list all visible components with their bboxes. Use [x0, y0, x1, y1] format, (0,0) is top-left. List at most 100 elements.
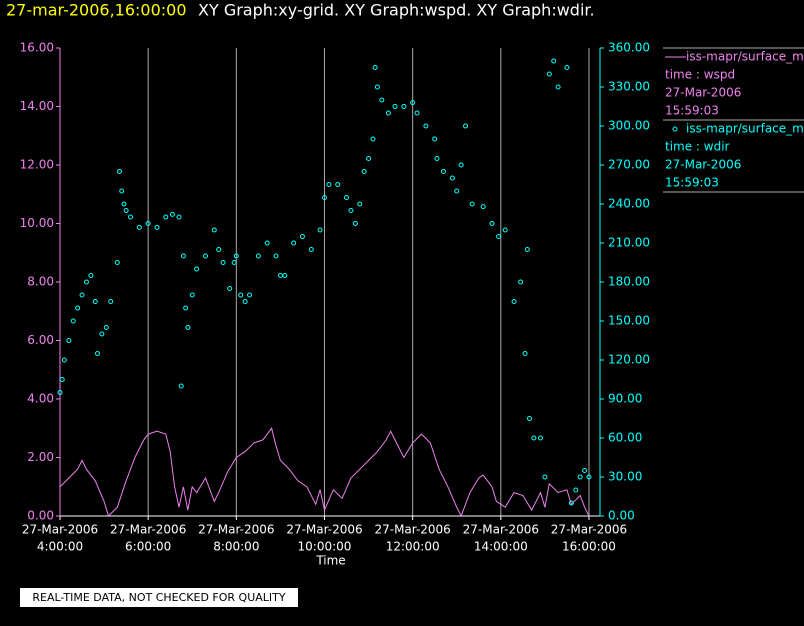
x-tick-label: 12:00:00 — [386, 540, 440, 554]
legend-date: 27-Mar-2006 — [665, 158, 741, 172]
scatter-point — [273, 253, 279, 259]
x-tick-date: 27-Mar-2006 — [22, 523, 98, 537]
scatter-point — [189, 292, 195, 298]
scatter-point — [238, 292, 244, 298]
scatter-point — [216, 247, 222, 252]
scatter-point — [385, 110, 391, 116]
y-tick-label: 16.00 — [20, 41, 54, 55]
scatter-point — [121, 201, 127, 207]
scatter-point — [531, 435, 537, 441]
y2-tick-label: 0.00 — [608, 509, 635, 523]
y2-tick-label: 360.00 — [608, 41, 650, 55]
scatter-point — [57, 390, 63, 395]
scatter-point — [568, 500, 574, 506]
scatter-point — [88, 273, 94, 278]
scatter-point — [264, 240, 270, 246]
y-tick-label: 2.00 — [27, 450, 54, 464]
y-tick-label: 10.00 — [20, 216, 54, 230]
legend-name: iss-mapr/surface_m — [686, 50, 804, 64]
scatter-point — [372, 65, 378, 70]
scatter-point — [176, 214, 182, 220]
chart-title: XY Graph:xy-grid. XY Graph:wspd. XY Grap… — [198, 1, 595, 20]
scatter-point — [577, 474, 583, 480]
scatter-point — [524, 247, 530, 252]
scatter-point — [582, 468, 588, 473]
scatter-point — [99, 331, 105, 337]
x-tick-label: 14:00:00 — [474, 540, 528, 554]
series-line — [59, 427, 590, 518]
scatter-point — [522, 351, 528, 356]
scatter-point — [291, 240, 297, 246]
scatter-point — [489, 221, 495, 226]
scatter-point — [83, 279, 89, 285]
scatter-point — [66, 338, 72, 343]
scatter-point — [410, 100, 416, 106]
scatter-point — [348, 208, 354, 213]
scatter-point — [344, 195, 350, 200]
scatter-point — [145, 221, 151, 226]
scatter-point — [586, 474, 592, 480]
scatter-point — [231, 260, 237, 265]
scatter-point — [103, 325, 109, 330]
y2-tick-label: 270.00 — [608, 158, 650, 172]
scatter-point — [401, 104, 407, 109]
x-tick-label: 16:00:00 — [562, 540, 616, 554]
scatter-point — [114, 260, 120, 265]
scatter-point — [242, 299, 248, 304]
scatter-point — [308, 247, 314, 252]
scatter-point — [169, 211, 175, 217]
scatter-point — [117, 169, 123, 174]
y2-tick-label: 120.00 — [608, 353, 650, 367]
x-tick-label: 4:00:00 — [37, 540, 83, 554]
scatter-point — [119, 188, 125, 194]
scatter-point — [551, 58, 557, 64]
scatter-point — [136, 224, 142, 230]
y2-tick-label: 210.00 — [608, 236, 650, 250]
y-tick-label: 8.00 — [27, 275, 54, 289]
scatter-point — [326, 182, 332, 187]
scatter-point — [573, 487, 579, 493]
scatter-point — [361, 169, 367, 174]
x-tick-label: 6:00:00 — [125, 540, 171, 554]
scatter-point — [194, 266, 200, 272]
scatter-point — [335, 182, 341, 187]
scatter-point — [183, 305, 189, 311]
legend-field: time : wspd — [665, 68, 735, 82]
y2-tick-label: 180.00 — [608, 275, 650, 289]
legend-name: iss-mapr/surface_m — [686, 122, 804, 136]
footer-box — [20, 588, 298, 607]
scatter-point — [61, 357, 67, 363]
y-tick-label: 4.00 — [27, 392, 54, 406]
scatter-point — [469, 201, 475, 207]
scatter-point — [392, 104, 398, 109]
scatter-point — [92, 299, 98, 304]
scatter-point — [211, 227, 217, 233]
x-tick-date: 27-Mar-2006 — [286, 523, 362, 537]
scatter-point — [432, 136, 438, 142]
scatter-point — [163, 214, 169, 220]
scatter-point — [317, 227, 323, 233]
scatter-point — [108, 299, 114, 304]
scatter-point — [366, 156, 372, 161]
y-tick-label: 0.00 — [27, 509, 54, 523]
y-tick-label: 12.00 — [20, 158, 54, 172]
scatter-point — [75, 305, 81, 311]
scatter-point — [282, 273, 288, 278]
y-tick-label: 6.00 — [27, 333, 54, 347]
y2-tick-label: 90.00 — [608, 392, 642, 406]
scatter-point — [227, 286, 233, 291]
y2-tick-label: 150.00 — [608, 314, 650, 328]
scatter-point — [423, 123, 429, 129]
scatter-point — [526, 416, 532, 421]
scatter-point — [374, 84, 380, 90]
scatter-point — [220, 260, 226, 265]
scatter-point — [511, 299, 517, 304]
scatter-point — [370, 136, 376, 142]
scatter-point — [379, 97, 385, 103]
scatter-point — [480, 204, 486, 210]
scatter-point — [299, 234, 305, 239]
x-tick-label: 10:00:00 — [298, 540, 352, 554]
scatter-point — [546, 71, 552, 77]
